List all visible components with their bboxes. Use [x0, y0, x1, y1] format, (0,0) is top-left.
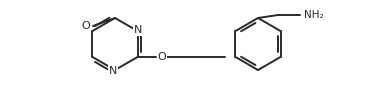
Text: N: N [134, 25, 143, 35]
Text: O: O [81, 21, 90, 31]
Text: NH₂: NH₂ [304, 10, 324, 20]
Text: O: O [157, 52, 166, 62]
Text: N: N [109, 66, 117, 76]
